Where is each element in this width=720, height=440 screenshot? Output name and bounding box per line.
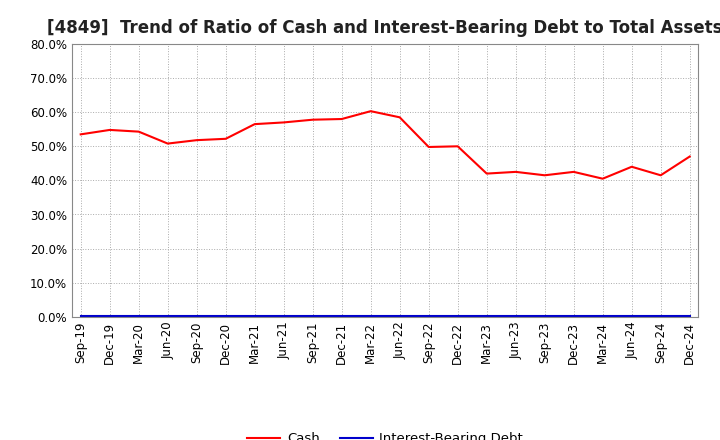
Interest-Bearing Debt xyxy=(570,314,578,319)
Title: [4849]  Trend of Ratio of Cash and Interest-Bearing Debt to Total Assets: [4849] Trend of Ratio of Cash and Intere… xyxy=(48,19,720,37)
Cash xyxy=(105,127,114,132)
Interest-Bearing Debt xyxy=(541,314,549,319)
Cash xyxy=(308,117,317,122)
Cash xyxy=(627,164,636,169)
Interest-Bearing Debt xyxy=(338,314,346,319)
Interest-Bearing Debt xyxy=(279,314,288,319)
Interest-Bearing Debt xyxy=(482,314,491,319)
Cash xyxy=(454,143,462,149)
Cash xyxy=(395,115,404,120)
Interest-Bearing Debt xyxy=(135,314,143,319)
Interest-Bearing Debt xyxy=(454,314,462,319)
Cash xyxy=(338,116,346,121)
Cash xyxy=(424,144,433,150)
Cash xyxy=(163,141,172,146)
Cash xyxy=(135,129,143,134)
Cash xyxy=(657,172,665,178)
Interest-Bearing Debt xyxy=(221,314,230,319)
Cash xyxy=(541,172,549,178)
Cash xyxy=(279,120,288,125)
Interest-Bearing Debt xyxy=(627,314,636,319)
Interest-Bearing Debt xyxy=(424,314,433,319)
Interest-Bearing Debt xyxy=(163,314,172,319)
Cash xyxy=(192,138,201,143)
Interest-Bearing Debt xyxy=(657,314,665,319)
Cash xyxy=(221,136,230,141)
Cash xyxy=(482,171,491,176)
Cash xyxy=(598,176,607,181)
Interest-Bearing Debt xyxy=(192,314,201,319)
Cash xyxy=(511,169,520,175)
Legend: Cash, Interest-Bearing Debt: Cash, Interest-Bearing Debt xyxy=(242,427,528,440)
Interest-Bearing Debt xyxy=(308,314,317,319)
Cash xyxy=(251,121,259,127)
Cash xyxy=(76,132,85,137)
Interest-Bearing Debt xyxy=(685,314,694,319)
Interest-Bearing Debt xyxy=(598,314,607,319)
Line: Cash: Cash xyxy=(81,111,690,179)
Cash xyxy=(570,169,578,175)
Cash xyxy=(366,109,375,114)
Cash xyxy=(685,154,694,159)
Interest-Bearing Debt xyxy=(105,314,114,319)
Interest-Bearing Debt xyxy=(76,314,85,319)
Interest-Bearing Debt xyxy=(366,314,375,319)
Interest-Bearing Debt xyxy=(511,314,520,319)
Interest-Bearing Debt xyxy=(395,314,404,319)
Interest-Bearing Debt xyxy=(251,314,259,319)
